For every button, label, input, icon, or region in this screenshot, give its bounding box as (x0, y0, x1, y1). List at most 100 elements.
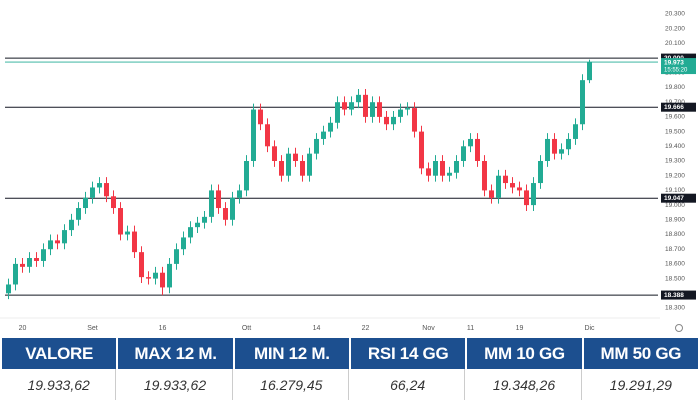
candle-body (83, 197, 88, 209)
value-cell: 16.279,45 (235, 369, 349, 400)
candle-body (13, 263, 18, 285)
candle-body (146, 277, 151, 279)
candle-body (223, 208, 228, 220)
candle-body (398, 109, 403, 117)
x-tick-label: 20 (19, 325, 27, 332)
candle-body (293, 153, 298, 161)
candle-body (62, 230, 67, 244)
candle-body (314, 138, 319, 154)
y-tick-label: 19.500 (665, 128, 685, 135)
candle-body (265, 124, 270, 147)
candle-body (272, 146, 277, 161)
value-cell: 19.291,29 (609, 376, 672, 393)
y-tick-label: 18.300 (665, 305, 685, 312)
value-cell: 66,24 (351, 369, 466, 400)
header-cell: MIN 12 M. (234, 338, 349, 369)
y-tick-label: 19.300 (665, 158, 685, 165)
candle-body (545, 138, 550, 161)
candle-body (195, 222, 200, 228)
candle-body (342, 102, 347, 110)
candle-body (307, 153, 312, 176)
level-label: 19.666 (664, 104, 684, 111)
candle-body (384, 116, 389, 125)
candle-body (552, 138, 557, 154)
candle-body (524, 190, 529, 206)
candle-body (97, 183, 102, 188)
candle-body (468, 138, 473, 147)
candle-body (216, 190, 221, 209)
y-tick-label: 19.200 (665, 172, 685, 179)
candle-body (153, 272, 158, 279)
candle-body (566, 138, 571, 150)
candle-body (517, 187, 522, 191)
candle-body (188, 227, 193, 238)
candle-body (370, 102, 375, 117)
candle-body (489, 190, 494, 198)
candle-body (349, 102, 354, 110)
y-tick-label: 19.800 (665, 84, 685, 91)
candle-body (209, 190, 214, 217)
candle-body (461, 146, 466, 161)
candle-body (559, 149, 564, 154)
header-cell: MM 50 GG (583, 338, 698, 369)
candle-body (433, 161, 438, 176)
candle-body (125, 231, 130, 235)
candle-body (104, 183, 109, 197)
candle-body (482, 161, 487, 191)
candle-body (412, 108, 417, 132)
x-tick-label: Nov (422, 325, 435, 332)
value-cell: 19.933,62 (118, 369, 233, 400)
candle-body (55, 240, 60, 244)
level-tag (661, 193, 696, 203)
candle-body (20, 263, 25, 267)
y-tick-label: 20.200 (665, 25, 685, 32)
stats-table: VALORE MAX 12 M. MIN 12 M. RSI 14 GG MM 10 G… (0, 338, 700, 400)
candle-body (251, 109, 256, 161)
level-tag (661, 290, 696, 300)
candle-body (440, 161, 445, 176)
candle-body (167, 263, 172, 288)
candle-body (531, 183, 536, 206)
candle-body (496, 175, 501, 198)
y-tick-label: 19.400 (665, 143, 685, 150)
candle-body (321, 131, 326, 139)
chart: 18.30018.40018.50018.60018.70018.80018.9… (0, 11, 696, 332)
candle-body (69, 219, 74, 231)
candle-body (132, 231, 137, 253)
candle-body (6, 284, 11, 294)
candle-body (202, 216, 207, 223)
level-label: 19.047 (664, 195, 684, 202)
candle-body (27, 258, 32, 267)
candle-body (34, 258, 39, 261)
candle-body (510, 183, 515, 188)
settings-icon[interactable] (675, 324, 683, 332)
y-tick-label: 18.800 (665, 231, 685, 238)
candle-body (391, 116, 396, 125)
candle-body (363, 94, 368, 117)
last-price-label: 19.973 (664, 59, 684, 66)
x-tick-label: 19 (516, 325, 524, 332)
candle-body (454, 161, 459, 173)
countdown: 15:55:20 (664, 68, 688, 74)
x-tick-label: Set (87, 325, 98, 332)
candle-body (160, 272, 165, 288)
last-price-tag (661, 58, 696, 75)
x-tick-label: Dic (584, 325, 595, 332)
candle-body (174, 249, 179, 264)
x-tick-label: 16 (159, 325, 167, 332)
candle-body (230, 197, 235, 220)
candle-body (300, 161, 305, 176)
candle-body (356, 94, 361, 103)
candle-body (279, 161, 284, 176)
candle-body (447, 172, 452, 176)
candle-body (328, 122, 333, 132)
header-cell: VALORE (2, 338, 117, 369)
candle-body (503, 175, 508, 184)
candle-body (237, 190, 242, 198)
table-body: 19.933,62 19.933,62 16.279,45 66,24 19.348,2… (2, 369, 698, 400)
header-cell: MAX 12 M. (118, 338, 233, 369)
candle-body (286, 153, 291, 176)
x-tick-label: 22 (362, 325, 370, 332)
candle-body (111, 196, 116, 209)
candle-body (41, 249, 46, 261)
